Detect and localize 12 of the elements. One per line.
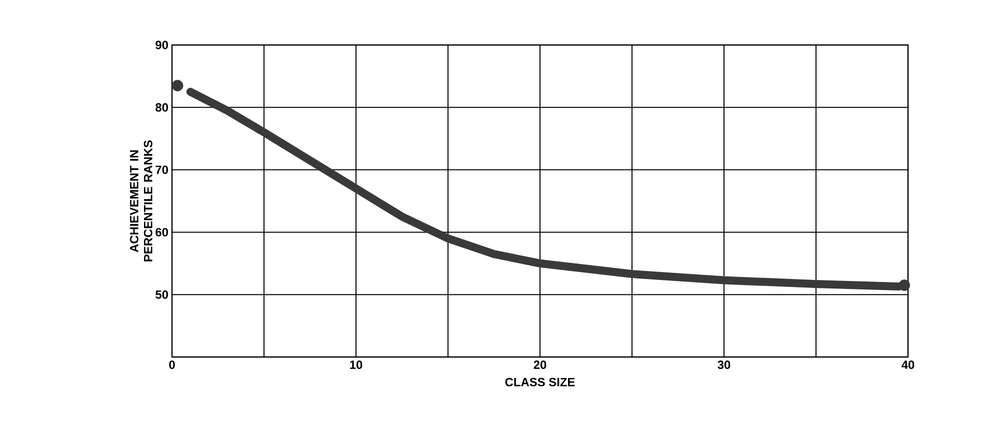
y-tick-label: 60 (156, 228, 168, 236)
y-tick-label: 50 (156, 290, 168, 299)
y-tick-label: 80 (156, 103, 168, 112)
x-tick-label: 30 (718, 360, 730, 370)
x-tick-label: 20 (534, 360, 546, 369)
y-tick-label: 90 (156, 40, 168, 50)
y-axis-title: ACHIEVEMENT IN PERCENTILE RANKS (130, 140, 152, 262)
x-axis-title: CLASS SIZE (505, 378, 575, 386)
x-tick-label: 10 (350, 360, 362, 369)
x-tick-label: 0 (169, 360, 175, 369)
x-tick-label: 40 (902, 360, 914, 369)
y-tick-label: 70 (156, 166, 168, 174)
